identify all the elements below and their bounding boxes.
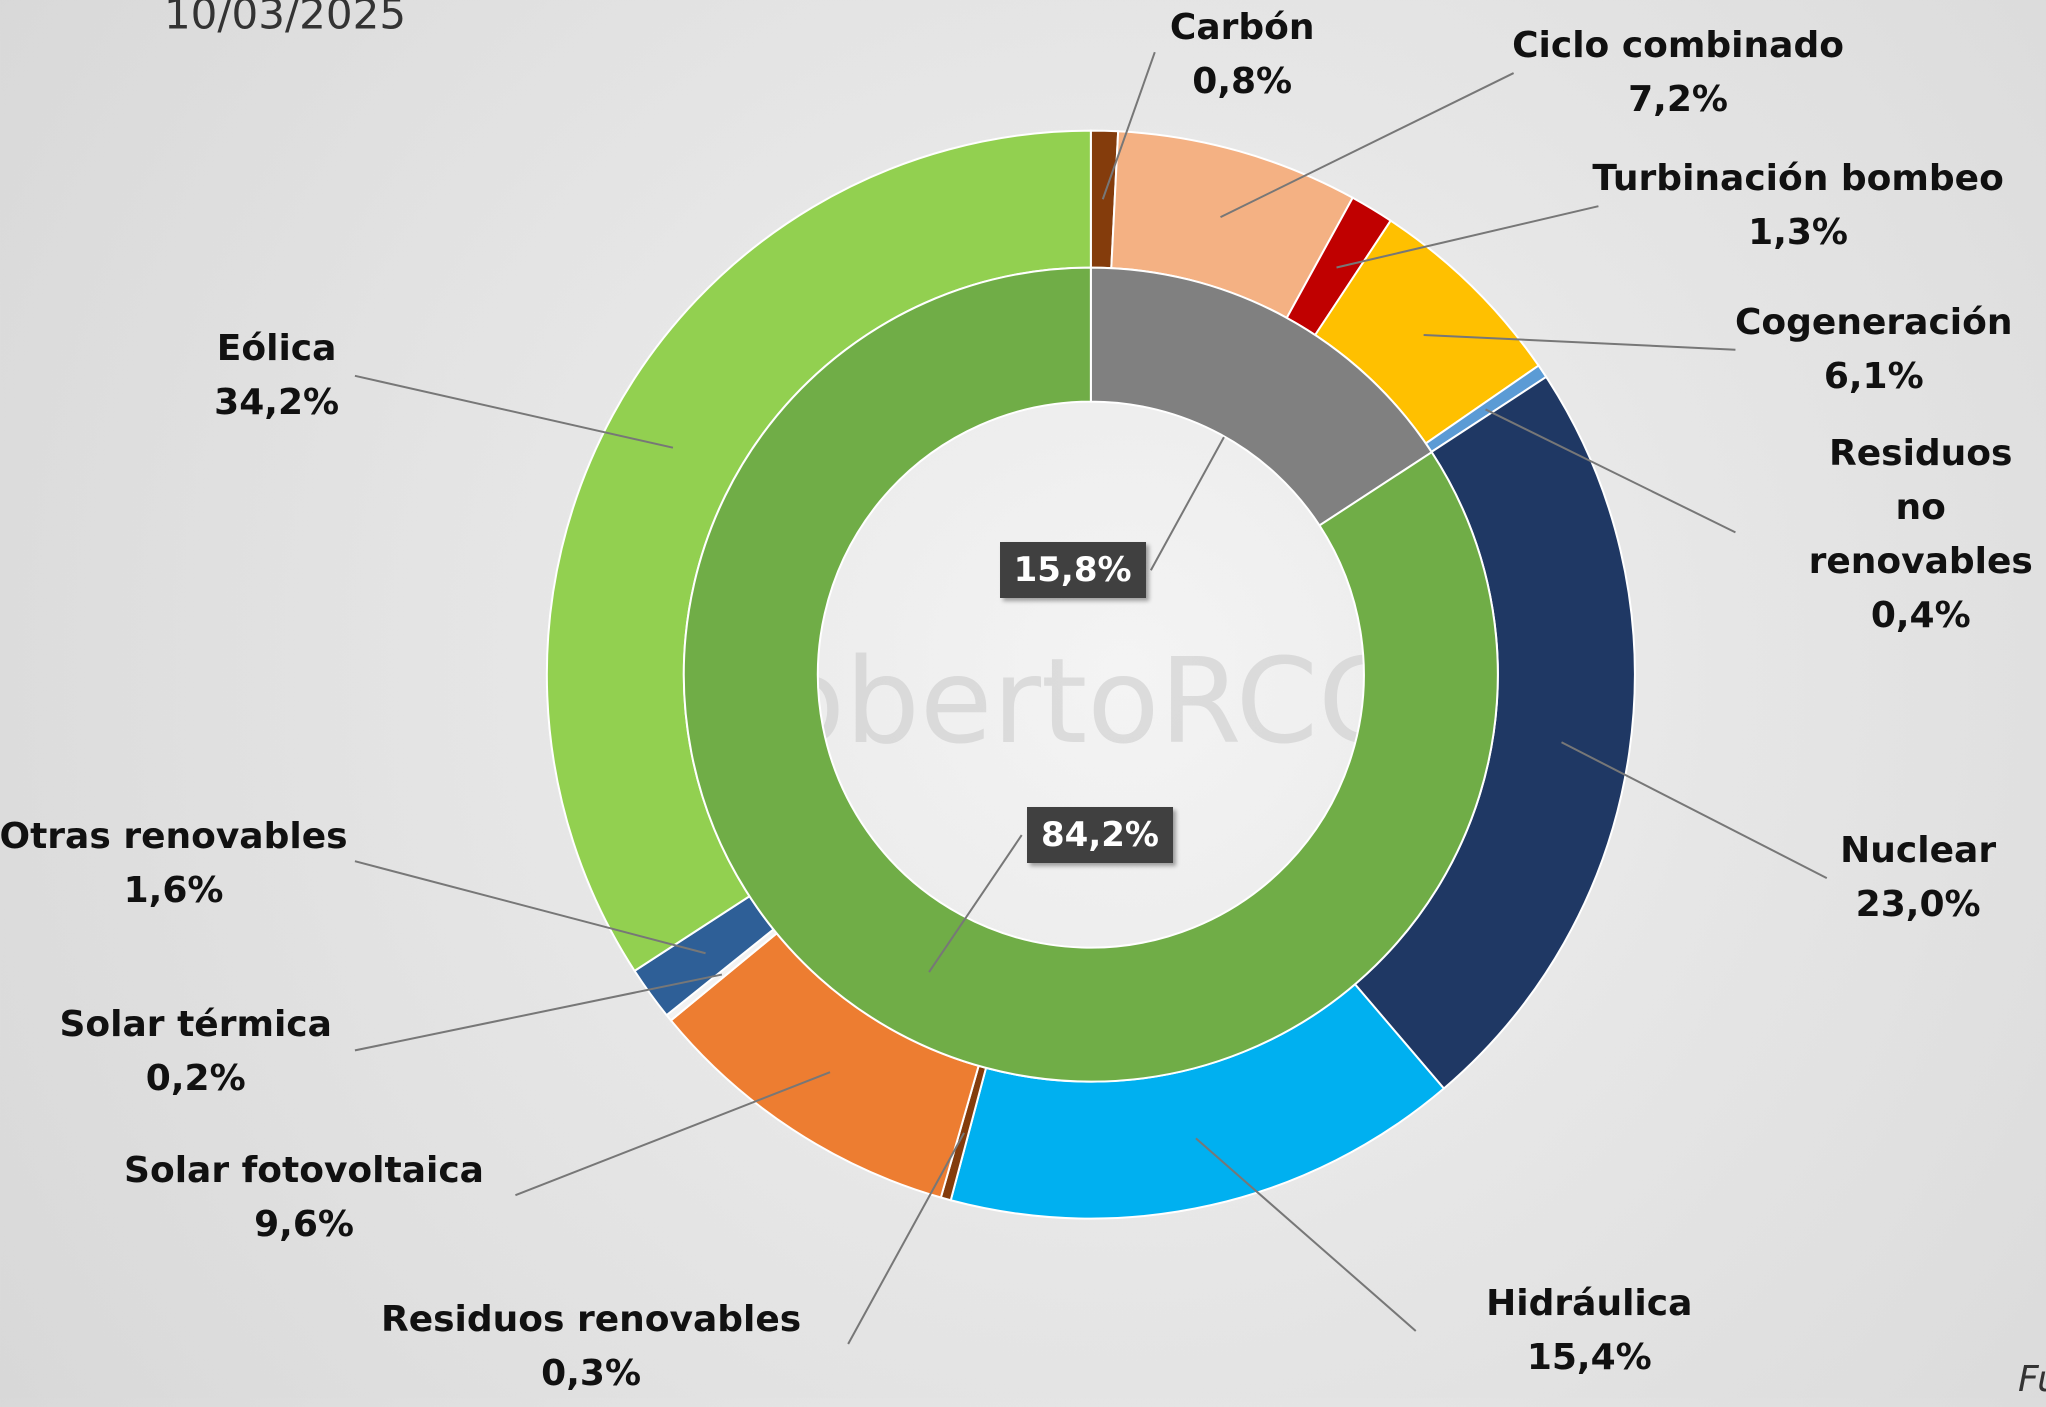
value-label: 0,8% xyxy=(1192,60,1293,102)
leader-line xyxy=(1336,205,1599,269)
source: Fuen xyxy=(2018,1359,2046,1400)
leader-line xyxy=(1485,408,1736,534)
value-label: 0,4% xyxy=(1870,594,1971,636)
date: 10/03/2025 xyxy=(163,0,407,39)
category-label: Solar térmica xyxy=(59,1003,332,1045)
category-label: Cogeneración xyxy=(1735,301,2013,343)
category-label: Eólica xyxy=(216,327,337,369)
leader-line xyxy=(1220,72,1515,219)
leader-line xyxy=(1149,436,1225,571)
leader-line xyxy=(354,374,674,449)
slice-label: Ciclo combinado 7,2% xyxy=(1512,19,1844,127)
leader-line xyxy=(847,1132,965,1345)
leader-line xyxy=(515,1071,831,1197)
slice xyxy=(1089,266,1434,527)
category-label: Nuclear xyxy=(1840,830,1997,872)
slice-label: Solar térmica 0,2% xyxy=(59,998,331,1106)
value-label: 34,2% xyxy=(214,381,340,423)
value-label: 23,0% xyxy=(1855,884,1981,926)
slice xyxy=(682,266,1499,1083)
slice-label: Nuclear 23,0% xyxy=(1840,824,1996,932)
slice-label: Otras renovables 1,6% xyxy=(0,810,348,918)
slice-label: Hidráulica 15,4% xyxy=(1486,1277,1692,1385)
value-label: 9,6% xyxy=(254,1203,354,1245)
category-label: Turbinación bombeo xyxy=(1592,158,2004,200)
slice-label: Turbinación bombeo 1,3% xyxy=(1592,152,2004,260)
category-label: Otras renovables xyxy=(0,815,348,857)
leader-line xyxy=(354,973,723,1052)
category-label: Ciclo combinado xyxy=(1512,25,1844,67)
value-label: 6,1% xyxy=(1823,355,1924,397)
value-label: 0,3% xyxy=(541,1352,642,1394)
category-label: Residuos renovables xyxy=(380,1298,802,1340)
slice-label: Eólica 34,2% xyxy=(214,322,339,430)
leader-line xyxy=(928,834,1023,973)
category-label: Residuos no renovables xyxy=(1808,432,2033,582)
slice-label: Residuos renovables 0,3% xyxy=(381,1293,801,1401)
inner-value-label: 84,2% xyxy=(1027,807,1173,864)
value-label: 7,2% xyxy=(1628,79,1728,121)
leader-line xyxy=(354,860,706,955)
leader-line xyxy=(1101,51,1156,200)
leader-line xyxy=(1561,741,1828,880)
slice-label: Solar fotovoltaica 9,6% xyxy=(124,1144,484,1252)
category-label: Hidráulica xyxy=(1486,1282,1693,1324)
value-label: 0,2% xyxy=(145,1057,246,1099)
category-label: Carbón xyxy=(1169,6,1315,48)
value-label: 1,3% xyxy=(1748,212,1848,254)
slice-label: Carbón 0,8% xyxy=(1170,1,1315,109)
inner-value-label: 15,8% xyxy=(999,542,1146,599)
value-label: 15,4% xyxy=(1526,1336,1652,1378)
slice-label: Residuos no renovables 0,4% xyxy=(1806,427,2036,643)
slice-label: Cogeneración 6,1% xyxy=(1735,296,2012,404)
leader-line xyxy=(1423,333,1736,351)
category-label: Solar fotovoltaica xyxy=(124,1149,484,1191)
value-label: 1,6% xyxy=(123,869,224,911)
leader-line xyxy=(1195,1137,1417,1332)
